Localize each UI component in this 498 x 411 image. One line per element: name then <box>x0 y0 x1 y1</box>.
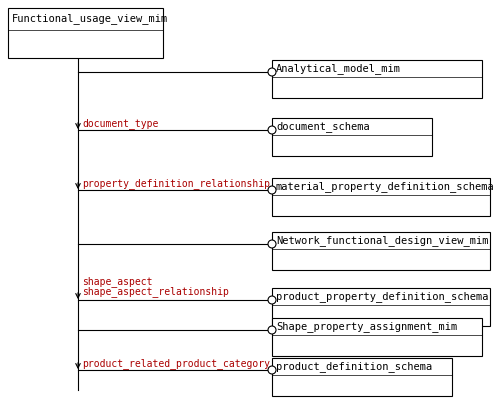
Bar <box>272 232 490 270</box>
Bar <box>272 118 432 156</box>
Bar <box>272 60 482 98</box>
Bar <box>272 178 490 216</box>
Text: product_definition_schema: product_definition_schema <box>276 361 432 372</box>
Bar <box>272 358 452 396</box>
Text: document_schema: document_schema <box>276 121 370 132</box>
Text: material_property_definition_schema: material_property_definition_schema <box>276 181 495 192</box>
Bar <box>272 318 482 356</box>
Text: product_property_definition_schema: product_property_definition_schema <box>276 291 489 302</box>
Text: product_related_product_category: product_related_product_category <box>82 358 270 369</box>
Text: shape_aspect: shape_aspect <box>82 277 152 287</box>
Circle shape <box>268 326 276 334</box>
Text: document_type: document_type <box>82 118 158 129</box>
Circle shape <box>268 366 276 374</box>
Bar <box>8 8 163 58</box>
Text: property_definition_relationship: property_definition_relationship <box>82 178 270 189</box>
Circle shape <box>268 240 276 248</box>
Text: Network_functional_design_view_mim: Network_functional_design_view_mim <box>276 235 489 246</box>
Circle shape <box>268 186 276 194</box>
Text: Analytical_model_mim: Analytical_model_mim <box>276 63 401 74</box>
Text: Functional_usage_view_mim: Functional_usage_view_mim <box>12 14 168 24</box>
Text: shape_aspect_relationship: shape_aspect_relationship <box>82 286 229 298</box>
Circle shape <box>268 68 276 76</box>
Circle shape <box>268 126 276 134</box>
Bar <box>272 288 490 326</box>
Circle shape <box>268 296 276 304</box>
Text: Shape_property_assignment_mim: Shape_property_assignment_mim <box>276 321 457 332</box>
